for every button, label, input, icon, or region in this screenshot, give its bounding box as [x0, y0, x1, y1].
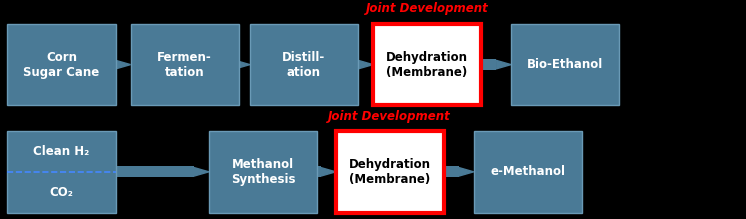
Polygon shape — [116, 60, 131, 69]
Text: Dehydration
(Membrane): Dehydration (Membrane) — [349, 158, 430, 186]
Polygon shape — [459, 168, 474, 176]
FancyBboxPatch shape — [209, 131, 317, 213]
FancyBboxPatch shape — [131, 24, 239, 105]
FancyBboxPatch shape — [481, 59, 496, 70]
FancyBboxPatch shape — [235, 59, 239, 70]
Text: Joint Development: Joint Development — [328, 110, 451, 122]
Polygon shape — [235, 60, 250, 69]
FancyBboxPatch shape — [474, 131, 582, 213]
Text: CO₂: CO₂ — [49, 186, 74, 199]
Text: Dehydration
(Membrane): Dehydration (Membrane) — [386, 51, 468, 79]
FancyBboxPatch shape — [116, 166, 194, 177]
Text: Bio-Ethanol: Bio-Ethanol — [527, 58, 604, 71]
Text: Joint Development: Joint Development — [366, 2, 489, 15]
Text: Methanol
Synthesis: Methanol Synthesis — [231, 158, 295, 186]
FancyBboxPatch shape — [7, 131, 116, 213]
FancyBboxPatch shape — [511, 24, 619, 105]
Text: Distill-
ation: Distill- ation — [283, 51, 325, 79]
Text: Corn
Sugar Cane: Corn Sugar Cane — [23, 51, 100, 79]
Polygon shape — [496, 60, 511, 69]
Polygon shape — [321, 168, 336, 176]
FancyBboxPatch shape — [336, 131, 444, 213]
Text: Fermen-
tation: Fermen- tation — [157, 51, 212, 79]
Text: Clean H₂: Clean H₂ — [34, 145, 90, 158]
FancyBboxPatch shape — [7, 24, 116, 105]
Text: e-Methanol: e-Methanol — [490, 165, 565, 178]
FancyBboxPatch shape — [444, 166, 459, 177]
FancyBboxPatch shape — [373, 24, 481, 105]
FancyBboxPatch shape — [317, 166, 321, 177]
Polygon shape — [358, 60, 373, 69]
FancyBboxPatch shape — [250, 24, 358, 105]
Polygon shape — [194, 168, 209, 176]
